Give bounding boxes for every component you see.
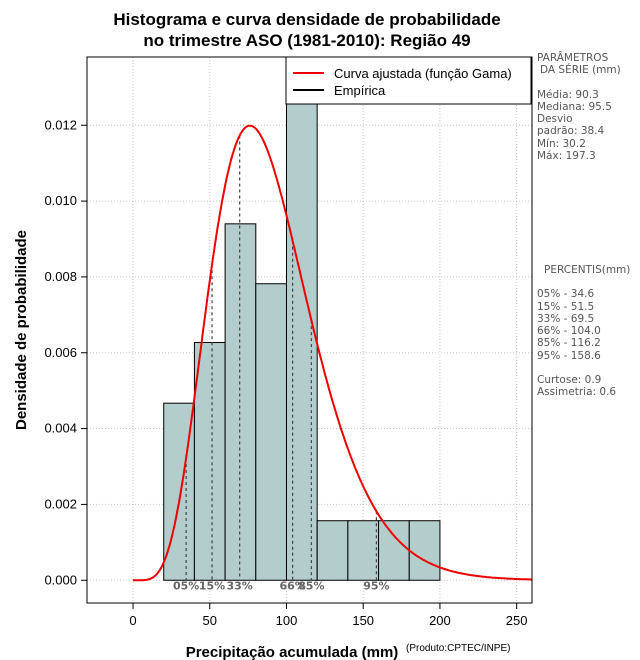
assimetria: Assimetria: 0.6 (537, 386, 617, 399)
histogram-bar-6 (347, 520, 380, 581)
credit-text: (Produto:CPTEC/INPE) (406, 643, 510, 654)
legend-empirical-label: Empírica (334, 83, 386, 98)
param-mediana: Mediana: 95.5 (537, 100, 612, 113)
chart-title-line1: Histograma e curva densidade de probabil… (113, 10, 500, 29)
histogram-bar-2 (224, 223, 257, 581)
percentil-15: 15% - 51.5 (537, 300, 595, 313)
histogram-bar-1 (193, 342, 226, 581)
x-tick-label-5: 250 (506, 613, 528, 628)
y-tick-label-2: 0.004 (44, 421, 77, 436)
legend: Curva ajustada (função Gama) Empírica (285, 56, 532, 105)
histogram-bar-7 (378, 520, 410, 581)
y-tick-label-3: 0.006 (44, 345, 77, 360)
percentile-label-3: 66% (279, 579, 305, 592)
histogram-bar-8 (408, 520, 441, 581)
curtose: Curtose: 0.9 (537, 374, 602, 387)
param-min: Mín: 30.2 (537, 137, 586, 150)
percentil-05: 05% - 34.6 (537, 288, 595, 301)
x-tick-label-4: 200 (429, 613, 451, 628)
legend-box (285, 56, 532, 105)
x-tick-label-3: 150 (352, 613, 374, 628)
series-parameters-panel: PARÂMETROS DA SÉRIE (mm) Média: 90.3 Med… (537, 52, 640, 162)
y-axis-label: Densidade de probabilidade (13, 230, 30, 430)
percentiles-panel: PERCENTIS(mm) 05% - 34.6 15% - 51.5 33% … (537, 264, 640, 399)
chart-title-line2: no trimestre ASO (1981-2010): Região 49 (143, 31, 470, 50)
param-desvio-2: padrão: 38.4 (537, 125, 605, 138)
params-title-2: DA SÉRIE (mm) (540, 64, 621, 77)
histogram-bar-5 (316, 520, 349, 581)
y-axis-ticks: 0.000 0.002 0.004 0.006 0.008 0.010 0.012 (44, 117, 87, 587)
histogram-bar-4 (285, 86, 318, 581)
percentil-66: 66% - 104.0 (537, 325, 601, 338)
percentil-33: 33% - 69.5 (537, 312, 595, 325)
x-axis-label: Precipitação acumulada (mm) (186, 644, 399, 660)
percentile-markers: 05% 15% 33% 66%85% 95% (173, 135, 390, 592)
x-axis-ticks: 0 50 100 150 200 250 (129, 603, 528, 628)
percentis-title: PERCENTIS(mm) (544, 264, 631, 276)
x-tick-label-1: 50 (203, 613, 217, 628)
histogram-bars (163, 86, 441, 581)
percentile-label-4: 85% (298, 579, 324, 592)
y-tick-label-1: 0.002 (44, 496, 77, 511)
param-desvio-1: Desvio (537, 113, 573, 126)
percentile-label-1: 15% (199, 579, 225, 592)
param-max: Máx: 197.3 (537, 150, 596, 163)
x-tick-label-0: 0 (129, 613, 136, 628)
y-tick-label-5: 0.010 (44, 193, 77, 208)
histogram-bar-3 (255, 283, 287, 581)
legend-gamma-label: Curva ajustada (função Gama) (334, 66, 512, 81)
percentil-85: 85% - 116.2 (537, 337, 601, 350)
y-tick-label-0: 0.000 (44, 572, 77, 587)
y-tick-label-6: 0.012 (44, 117, 77, 132)
gamma-fit-curve (132, 124, 532, 582)
param-media: Média: 90.3 (537, 88, 599, 101)
params-title-1: PARÂMETROS (537, 52, 609, 64)
percentile-label-2: 33% (227, 579, 253, 592)
percentile-label-5: 95% (363, 579, 389, 592)
x-tick-label-2: 100 (276, 613, 298, 628)
percentil-95: 95% - 158.6 (537, 349, 601, 362)
percentile-label-0: 05% (173, 579, 199, 592)
y-tick-label-4: 0.008 (44, 269, 77, 284)
